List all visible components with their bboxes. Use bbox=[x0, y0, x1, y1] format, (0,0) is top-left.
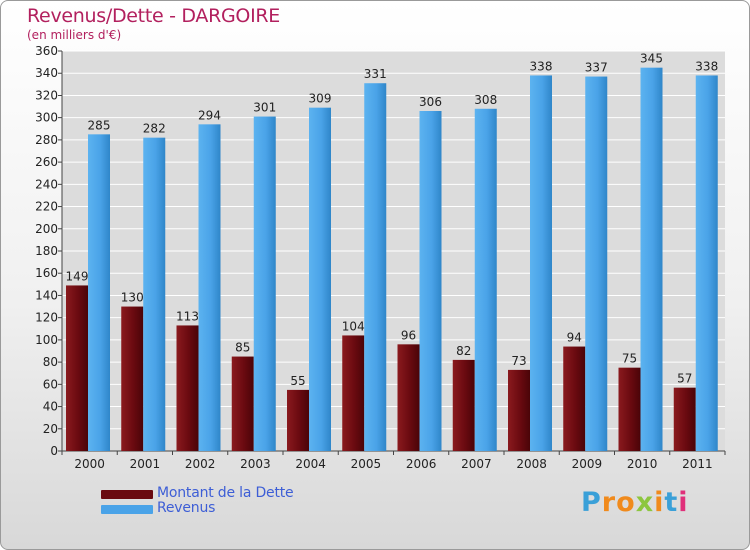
data-label-debt: 73 bbox=[511, 354, 526, 368]
bar-debt bbox=[66, 285, 88, 451]
bar-debt bbox=[287, 389, 309, 451]
grid-lines bbox=[62, 50, 725, 452]
y-tick-label: 200 bbox=[35, 222, 58, 236]
y-tick-label: 60 bbox=[43, 377, 58, 391]
bar-revenue bbox=[474, 108, 497, 452]
x-tick-label: 2004 bbox=[295, 457, 326, 471]
bar-debt bbox=[673, 387, 696, 451]
bar-revenue bbox=[198, 124, 221, 451]
bar-revenue bbox=[695, 75, 718, 451]
data-label-revenue: 285 bbox=[88, 118, 111, 132]
data-label-debt: 82 bbox=[456, 344, 471, 358]
bar-debt bbox=[231, 356, 254, 451]
logo-letter: r bbox=[601, 487, 617, 518]
bar-debt bbox=[452, 359, 475, 451]
y-tick-label: 220 bbox=[35, 200, 58, 214]
data-label-debt: 94 bbox=[567, 331, 582, 345]
logo-letter: i bbox=[654, 487, 665, 518]
data-label-revenue: 294 bbox=[198, 108, 221, 122]
data-label-revenue: 306 bbox=[419, 95, 442, 109]
bar-debt bbox=[121, 306, 144, 451]
y-tick-label: 40 bbox=[43, 400, 58, 414]
data-label-debt: 85 bbox=[235, 341, 250, 355]
y-tick-label: 240 bbox=[35, 177, 58, 191]
bar-debt bbox=[618, 367, 641, 451]
bar-debt bbox=[397, 344, 420, 451]
legend-label-debt: Montant de la Dette bbox=[157, 485, 294, 501]
bar-debt bbox=[563, 346, 586, 451]
x-tick-label: 2002 bbox=[185, 457, 216, 471]
y-tick-label: 300 bbox=[35, 111, 58, 125]
logo-letter: t bbox=[664, 487, 679, 518]
data-label-debt: 149 bbox=[66, 269, 89, 283]
x-tick-label: 2005 bbox=[351, 457, 382, 471]
legend-label-revenue: Revenus bbox=[157, 500, 216, 516]
y-tick-label: 120 bbox=[35, 311, 58, 325]
y-tick-label: 260 bbox=[35, 155, 58, 169]
bars bbox=[66, 67, 718, 452]
bar-debt bbox=[342, 335, 365, 451]
x-tick-label: 2000 bbox=[74, 457, 105, 471]
data-label-revenue: 301 bbox=[253, 101, 276, 115]
data-label-revenue: 338 bbox=[530, 59, 553, 73]
bar-revenue bbox=[419, 111, 442, 451]
x-tick-label: 2008 bbox=[516, 457, 547, 471]
logo-letter: P bbox=[581, 487, 602, 518]
logo-letter: x bbox=[635, 487, 655, 518]
y-tick-label: 0 bbox=[50, 444, 58, 458]
axes: 0 20 40 60 80 100 120 140 160 180 200 220 240 260 280 3… bbox=[35, 44, 726, 471]
chart-title: Revenus/Dette - DARGOIRE bbox=[27, 5, 280, 27]
bar-revenue bbox=[364, 83, 387, 451]
x-tick-label: 2010 bbox=[627, 457, 658, 471]
y-tick-label: 360 bbox=[35, 44, 58, 58]
y-tick-label: 160 bbox=[35, 266, 58, 280]
y-tick-label: 180 bbox=[35, 244, 58, 258]
x-tick-label: 2007 bbox=[461, 457, 492, 471]
data-label-debt: 96 bbox=[401, 328, 416, 342]
y-tick-label: 320 bbox=[35, 88, 58, 102]
data-label-debt: 75 bbox=[622, 352, 637, 366]
x-tick-label: 2011 bbox=[682, 457, 713, 471]
bar-revenue bbox=[253, 116, 276, 452]
data-label-debt: 104 bbox=[342, 319, 365, 333]
bar-debt bbox=[508, 369, 530, 451]
data-label-revenue: 309 bbox=[309, 92, 332, 106]
logo-letter: i bbox=[678, 487, 689, 518]
y-tick-label: 140 bbox=[35, 288, 58, 302]
x-tick-label: 2006 bbox=[406, 457, 437, 471]
x-tick-label: 2009 bbox=[572, 457, 603, 471]
data-label-revenue: 331 bbox=[364, 67, 387, 81]
bar-revenue bbox=[88, 134, 110, 452]
data-label-debt: 57 bbox=[677, 372, 692, 386]
proxiti-logo: Proxiti bbox=[581, 487, 689, 518]
y-tick-label: 340 bbox=[35, 66, 58, 80]
data-label-debt: 113 bbox=[176, 309, 199, 323]
legend-swatch-revenue bbox=[101, 505, 153, 514]
chart-subtitle: (en milliers d'€) bbox=[27, 28, 122, 42]
logo-letter: o bbox=[616, 487, 636, 518]
legend-swatch-debt bbox=[101, 490, 153, 499]
data-label-revenue: 337 bbox=[585, 61, 608, 75]
bar-revenue bbox=[309, 107, 331, 452]
data-label-debt: 55 bbox=[290, 374, 305, 388]
bar-revenue bbox=[143, 137, 166, 451]
y-tick-label: 80 bbox=[43, 355, 58, 369]
x-tick-label: 2001 bbox=[130, 457, 161, 471]
bar-revenue bbox=[530, 75, 552, 451]
data-label-revenue: 282 bbox=[143, 122, 166, 136]
y-tick-label: 280 bbox=[35, 133, 58, 147]
bar-revenue bbox=[640, 67, 663, 452]
y-tick-label: 20 bbox=[43, 422, 58, 436]
y-tick-label: 100 bbox=[35, 333, 58, 347]
x-tick-label: 2003 bbox=[240, 457, 271, 471]
bar-revenue bbox=[585, 76, 608, 452]
data-labels: 149 285 130 282 113 294 85 301 55 309 104 331 96 306 8… bbox=[66, 52, 719, 388]
data-label-revenue: 338 bbox=[695, 59, 718, 73]
data-label-revenue: 308 bbox=[474, 93, 497, 107]
bar-debt bbox=[176, 325, 199, 451]
data-label-debt: 130 bbox=[121, 291, 144, 305]
data-label-revenue: 345 bbox=[640, 52, 663, 66]
